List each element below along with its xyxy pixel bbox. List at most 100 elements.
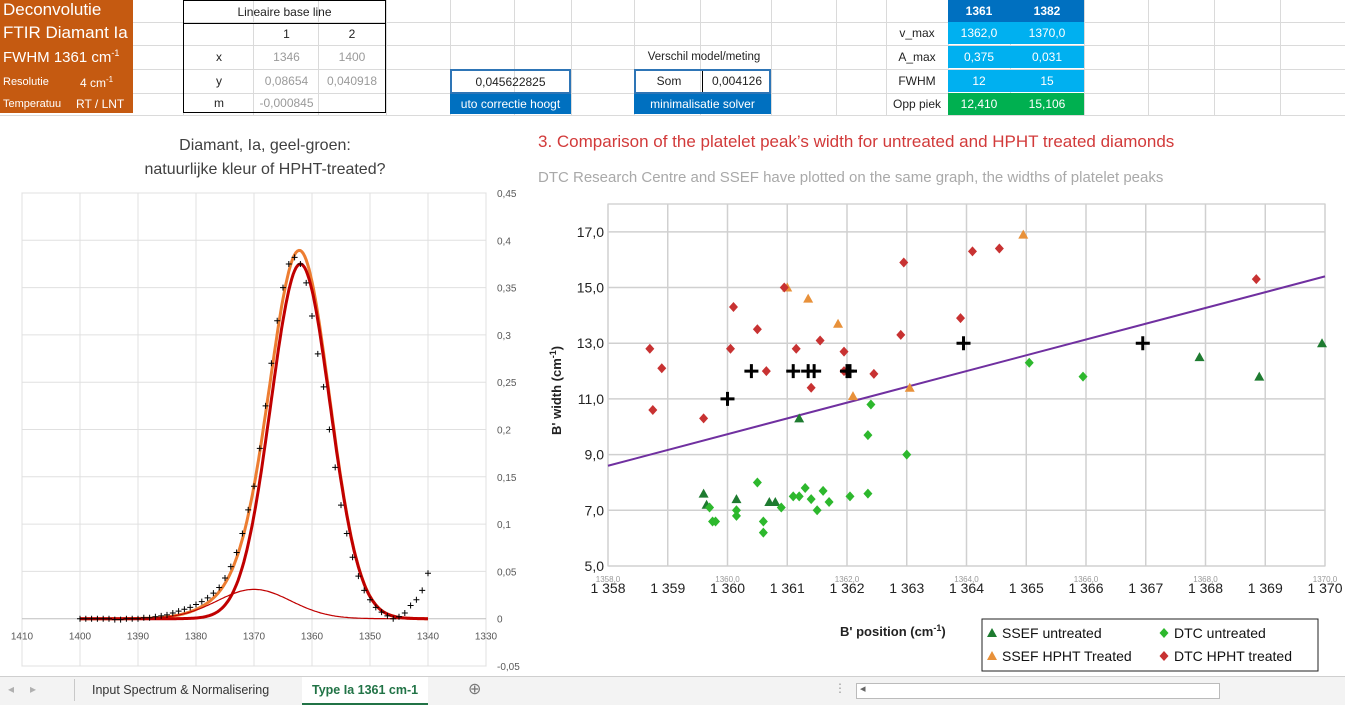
tab-prev-icon[interactable]: ◂ xyxy=(8,682,15,696)
measured-point xyxy=(256,445,263,452)
auto-correct-value[interactable]: 0,045622825 xyxy=(450,69,571,94)
grid-row-line xyxy=(0,115,1345,116)
measured-point xyxy=(210,590,217,597)
x-tick-label: 1 370 xyxy=(1307,580,1342,596)
measured-point xyxy=(251,483,257,490)
baseline-row-x-v2[interactable]: 1400 xyxy=(338,50,366,64)
x-tick-label: 1 368 xyxy=(1188,580,1223,596)
add-sheet-icon[interactable]: ⊕ xyxy=(468,681,482,698)
trendline xyxy=(607,275,1326,467)
dtc-point xyxy=(956,313,966,324)
tab-next-icon[interactable]: ▸ xyxy=(30,682,37,696)
measured-point xyxy=(372,604,379,611)
dtc-point xyxy=(818,485,828,496)
title-line3: FWHM 1361 cm-1 xyxy=(3,48,119,66)
peak-area[interactable]: 12,410 xyxy=(948,93,1010,115)
measured-point xyxy=(291,254,298,261)
comparison-heading: 3. Comparison of the platelet peak’s wid… xyxy=(538,132,1175,151)
dtc-point xyxy=(788,491,798,502)
y-tick-label: 0,4 xyxy=(497,236,511,247)
peak-value[interactable]: 1362,0 xyxy=(948,22,1010,44)
spectrum-title-line2: natuurlijke kleur of HPHT-treated? xyxy=(144,161,386,178)
x-tick-label: 1 359 xyxy=(650,580,685,596)
som-value[interactable]: 0,004126 xyxy=(711,74,763,88)
baseline-row-y-v2[interactable]: 0,040918 xyxy=(326,74,378,88)
measured-point xyxy=(94,615,101,622)
tab-input-spectrum[interactable]: Input Spectrum & Normalisering xyxy=(92,683,270,697)
x-tick-label: 1360 xyxy=(301,632,324,643)
spectrum-chart-title: Diamant, Ia, geel-groen: natuurlijke kle… xyxy=(20,134,510,182)
dtc-point xyxy=(994,243,1004,254)
comparison-figure: 3. Comparison of the platelet peak’s wid… xyxy=(530,116,1345,676)
measured-point xyxy=(106,615,112,622)
measured-point xyxy=(274,317,281,324)
peak-row-label: FWHM xyxy=(898,74,936,88)
resolutie-label: Resolutie xyxy=(3,76,49,88)
legend-label: SSEF HPHT Treated xyxy=(1002,648,1132,664)
peak-value[interactable]: 1370,0 xyxy=(1010,22,1084,44)
measured-point xyxy=(227,563,234,570)
measured-point xyxy=(349,554,356,561)
grid-col-line xyxy=(514,0,515,116)
baseline-col2: 2 xyxy=(348,27,356,41)
model-header: Verschil model/meting xyxy=(647,51,761,63)
auto-correct-button[interactable]: uto correctie hoogt xyxy=(450,94,571,114)
tab-type-ia[interactable]: Type Ia 1361 cm-1 xyxy=(302,677,429,705)
ssef-point xyxy=(803,293,814,303)
temperature-value: RT / LNT xyxy=(76,97,125,111)
dtc-point xyxy=(815,335,825,346)
ssef-point xyxy=(1018,229,1029,239)
measured-plus-marker xyxy=(1135,336,1150,351)
peak-value[interactable]: 15 xyxy=(1010,70,1084,92)
x-tick-label: 1 358 xyxy=(590,580,625,596)
peak-value[interactable]: 0,375 xyxy=(948,46,1010,68)
title-line3-text: FWHM 1361 cm xyxy=(3,49,112,66)
baseline-row-y-v1[interactable]: 0,08654 xyxy=(264,74,309,88)
spectrum-chart-area: Diamant, Ia, geel-groen: natuurlijke kle… xyxy=(0,116,530,676)
x-tick-small-label: 1370,0 xyxy=(1313,575,1338,584)
scroll-left-icon[interactable]: ◂ xyxy=(860,683,866,695)
legend-marker xyxy=(1159,651,1169,661)
x-tick-label: 1400 xyxy=(69,632,92,643)
sheet-tab-bar: ◂ ▸ Input Spectrum & Normalisering Type … xyxy=(0,676,1345,705)
measured-point xyxy=(123,615,130,622)
measured-point xyxy=(268,360,275,367)
y-tick-label: 5,0 xyxy=(585,558,605,574)
grid-col-line xyxy=(253,0,254,116)
measured-point xyxy=(164,611,170,618)
ssef-point xyxy=(833,318,844,328)
measured-point xyxy=(146,614,153,621)
baseline-row-x-v1[interactable]: 1346 xyxy=(273,50,300,64)
peak-area[interactable]: 15,106 xyxy=(1010,93,1084,115)
solver-button[interactable]: minimalisatie solver xyxy=(634,94,771,114)
horizontal-scrollbar[interactable]: ◂ xyxy=(856,683,1220,699)
y-tick-label: 0,25 xyxy=(497,378,517,389)
options-dots-icon[interactable]: ⋮ xyxy=(834,681,846,695)
dtc-point xyxy=(645,343,655,354)
spectrum-chart[interactable]: 1410 1400 1390 1380 1370 1360 1350 1340 1330 0,45… xyxy=(0,116,530,676)
measured-point xyxy=(326,426,333,433)
grid-row-line xyxy=(0,22,1345,23)
grid-col-line xyxy=(1280,0,1281,116)
dtc-point xyxy=(899,257,909,268)
peak-value[interactable]: 12 xyxy=(948,70,1010,92)
x-tick-small-label: 1362,0 xyxy=(835,575,860,584)
x-tick-label: 1380 xyxy=(185,632,208,643)
measured-point xyxy=(384,612,391,619)
title-line2: FTIR Diamant Ia xyxy=(3,23,128,42)
spectrum-title-line1: Diamant, Ia, geel-groen: xyxy=(179,137,351,154)
y-tick-label: 0,2 xyxy=(497,426,511,437)
dtc-point xyxy=(699,413,709,424)
peak-value[interactable]: 0,031 xyxy=(1010,46,1084,68)
y-tick-label: 17,0 xyxy=(577,224,604,240)
baseline-row-m-v1[interactable]: -0,000845 xyxy=(259,96,314,110)
measured-point xyxy=(135,615,141,622)
dtc-point xyxy=(806,382,816,393)
measured-point xyxy=(152,613,159,620)
dtc-point xyxy=(776,502,786,513)
y-tick-label: -0,05 xyxy=(497,662,520,673)
measured-point xyxy=(117,616,124,623)
dtc-point xyxy=(1024,357,1034,368)
x-tick-small-label: 1360,0 xyxy=(715,575,740,584)
